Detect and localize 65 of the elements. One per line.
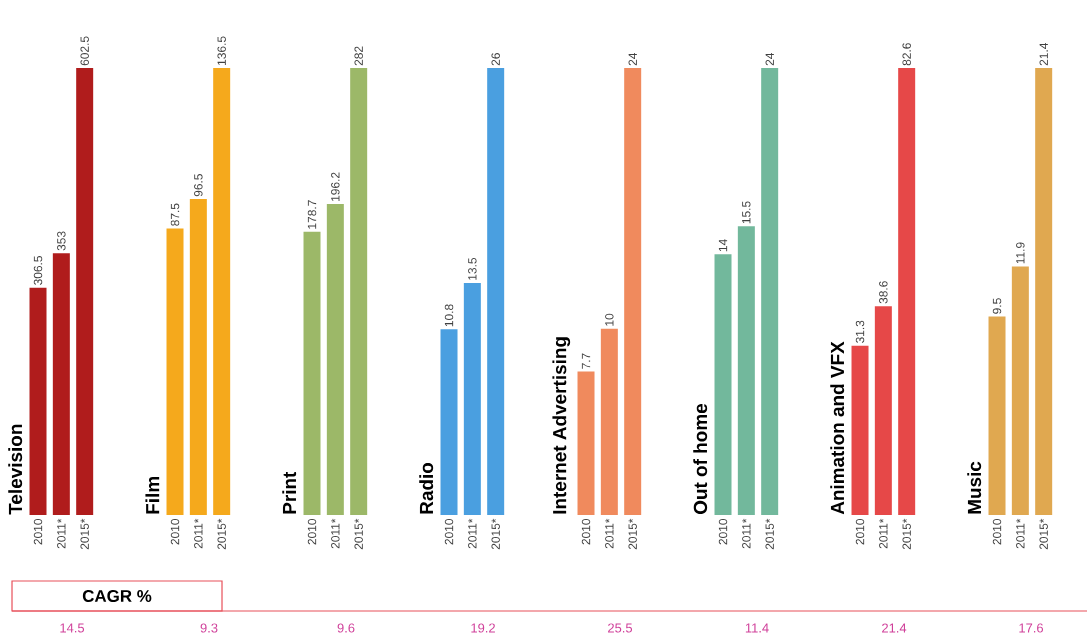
text: Internet Advertising	[552, 337, 571, 514]
data-label: 87.5	[170, 203, 180, 226]
text: Film	[145, 477, 160, 514]
x-tick-label: 2011*	[331, 518, 340, 549]
x-tick-label: 2010	[307, 518, 317, 545]
x-tick-label: 2011*	[879, 518, 888, 549]
x-tick-label: 2010	[33, 518, 43, 545]
x-tick-label: 2011*	[194, 518, 203, 549]
data-label: 136.5	[217, 36, 226, 65]
text: Television	[8, 424, 23, 515]
text: CAGR %	[82, 589, 152, 602]
text: 11.4	[745, 623, 769, 633]
x-tick-label: 2015*	[217, 518, 226, 550]
x-tick-label: 2015*	[628, 518, 637, 550]
text: 19.2	[471, 623, 495, 633]
text: Out of home	[693, 403, 708, 514]
x-tick-label: 2015*	[902, 518, 911, 550]
x-tick-label: 2010	[444, 518, 454, 545]
text: 9.6	[337, 623, 355, 633]
x-tick-label: 2015*	[765, 518, 774, 550]
data-label: 31.3	[855, 320, 865, 343]
x-tick-label: 2011*	[468, 518, 477, 549]
data-label: 306.5	[33, 256, 43, 285]
text: 21.4	[882, 623, 907, 633]
data-label: 7.7	[581, 353, 591, 369]
text: 9.3	[200, 623, 218, 633]
data-label: 9.5	[992, 298, 1002, 314]
text: 14.5	[60, 623, 85, 633]
data-label: 15.5	[742, 201, 751, 224]
data-label: 178.7	[307, 200, 317, 229]
data-label: 26	[491, 53, 500, 66]
x-tick-label: 2015*	[354, 518, 363, 550]
data-label: 10	[605, 313, 614, 326]
text: Radio	[419, 462, 434, 514]
text: 17.6	[1019, 623, 1044, 633]
text: Animation and VFX	[830, 341, 845, 515]
x-tick-label: 2015*	[491, 518, 500, 550]
data-label: 11.9	[1016, 242, 1025, 264]
data-label: 14	[718, 239, 728, 252]
x-tick-label: 2015*	[1039, 518, 1048, 550]
data-label: 82.6	[902, 43, 911, 66]
data-label: 24	[628, 52, 637, 66]
data-label: 21.4	[1039, 42, 1048, 66]
data-label: 13.5	[468, 257, 477, 280]
data-label: 602.5	[80, 36, 89, 66]
x-tick-label: 2011*	[1016, 518, 1025, 549]
x-tick-label: 2015*	[80, 518, 89, 550]
x-tick-label: 2010	[170, 518, 180, 545]
x-tick-label: 2010	[992, 518, 1002, 545]
x-tick-label: 2011*	[742, 518, 751, 549]
data-label: 282	[354, 46, 363, 66]
x-tick-label: 2010	[581, 518, 591, 545]
x-tick-label: 2011*	[605, 518, 614, 549]
data-label: 38.6	[879, 281, 888, 304]
data-label: 96.5	[194, 174, 203, 197]
data-label: 196.2	[331, 172, 340, 201]
text: Music	[967, 461, 982, 514]
x-tick-label: 2010	[855, 518, 865, 545]
data-label: 10.8	[444, 304, 454, 327]
data-label: 353	[57, 231, 66, 251]
x-tick-label: 2011*	[57, 518, 66, 549]
data-label: 24	[765, 52, 774, 66]
x-tick-label: 2010	[718, 518, 728, 545]
text: 25.5	[608, 623, 633, 633]
text: Print	[282, 471, 297, 514]
